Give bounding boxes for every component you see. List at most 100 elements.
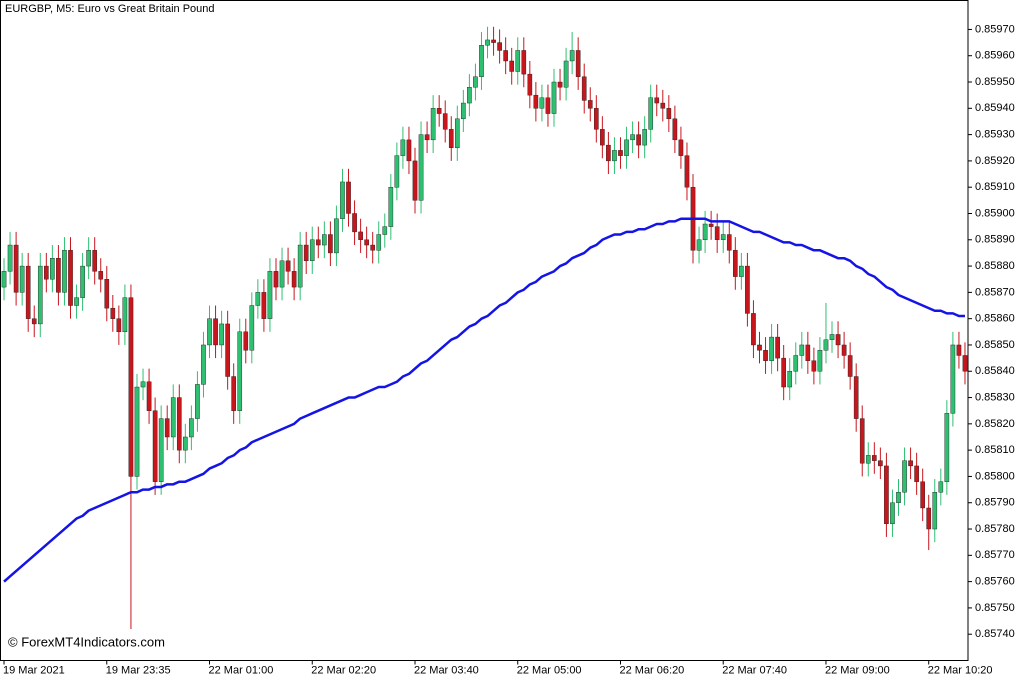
candle-body	[878, 460, 883, 467]
candle-body	[606, 144, 611, 162]
candle-body	[781, 357, 786, 388]
candle-body	[926, 507, 932, 530]
candle-body	[273, 271, 279, 288]
y-tick-label: 0.85960	[975, 50, 1015, 62]
candle-body	[618, 150, 623, 156]
candle-body	[563, 60, 569, 88]
candle-body	[358, 231, 363, 240]
y-tick-label: 0.85830	[975, 391, 1015, 403]
candle-body	[110, 307, 116, 319]
candle-body	[636, 134, 641, 146]
candle-body	[352, 213, 357, 233]
candle-body	[418, 134, 424, 201]
candle-body	[521, 50, 527, 75]
x-tick-label: 22 Mar 05:00	[517, 664, 582, 676]
candle-body	[195, 384, 200, 419]
candle-body	[835, 334, 841, 346]
candle-body	[811, 360, 817, 372]
candle-body	[388, 186, 394, 227]
y-tick-label: 0.85780	[975, 523, 1015, 535]
candle-body	[19, 265, 25, 293]
candle-body	[134, 386, 140, 477]
candle-body	[805, 344, 811, 361]
candle-body	[309, 239, 315, 262]
candle-body	[660, 102, 666, 109]
candle-body	[612, 150, 617, 162]
candle-body	[424, 134, 430, 141]
candle-body	[346, 181, 351, 214]
candle-body	[340, 181, 345, 219]
y-tick-label: 0.85870	[975, 286, 1015, 298]
candle-body	[859, 418, 865, 464]
candle-body	[249, 305, 255, 351]
candle-body	[219, 323, 224, 346]
candle-body	[714, 226, 720, 240]
candle-body	[763, 350, 768, 361]
candle-body	[872, 455, 877, 461]
candle-body	[739, 265, 744, 277]
candle-body	[50, 257, 55, 280]
x-tick-label: 22 Mar 07:40	[722, 664, 787, 676]
candle-body	[962, 355, 968, 372]
candle-body	[128, 297, 134, 477]
candle-body	[370, 244, 376, 251]
candle-body	[322, 234, 327, 246]
candle-body	[213, 318, 218, 346]
candle-body	[261, 292, 267, 319]
candle-body	[98, 271, 104, 280]
candle-body	[884, 465, 889, 524]
candle-body	[799, 344, 805, 356]
candle-body	[303, 244, 309, 262]
candle-body	[158, 418, 164, 482]
watermark: © ForexMT4Indicators.com	[8, 634, 165, 649]
candle-body	[890, 502, 895, 524]
candle-body	[708, 223, 714, 227]
candle-body	[454, 118, 460, 148]
x-tick-label: 19 Mar 23:35	[106, 664, 171, 676]
candle-body	[376, 234, 382, 251]
candle-body	[146, 381, 152, 411]
candle-body	[183, 436, 188, 451]
candle-body	[56, 257, 61, 293]
candle-body	[841, 344, 847, 356]
candle-body	[944, 413, 950, 482]
plot-frame	[0, 0, 969, 661]
y-tick-label: 0.85800	[975, 470, 1015, 482]
candle-body	[527, 73, 533, 96]
candle-body	[315, 239, 321, 246]
x-tick-label: 22 Mar 01:00	[209, 664, 274, 676]
candle-body	[479, 45, 484, 77]
candle-body	[80, 265, 85, 298]
candle-body	[297, 244, 303, 288]
candle-body	[847, 355, 853, 377]
candle-body	[170, 397, 176, 438]
candle-body	[364, 239, 369, 246]
candle-body	[285, 260, 291, 272]
candle-body	[720, 234, 726, 240]
candle-body	[581, 76, 587, 101]
y-tick-label: 0.85910	[975, 181, 1015, 193]
y-tick-label: 0.85790	[975, 497, 1015, 509]
candle-body	[575, 50, 581, 77]
candle-body	[25, 265, 31, 319]
y-tick-label: 0.85890	[975, 234, 1015, 246]
candle-body	[62, 250, 67, 293]
candle-body	[231, 376, 236, 411]
candle-body	[642, 129, 647, 146]
x-tick-label: 22 Mar 09:00	[825, 664, 890, 676]
candle-body	[751, 313, 756, 346]
candle-body	[920, 481, 925, 509]
candle-body	[630, 134, 635, 141]
candle-body	[491, 39, 496, 43]
candle-body	[551, 81, 557, 114]
x-tick-label: 22 Mar 02:20	[311, 664, 376, 676]
y-tick-label: 0.85850	[975, 339, 1015, 351]
candle-body	[726, 234, 732, 251]
candle-body	[328, 234, 333, 254]
y-tick-label: 0.85740	[975, 628, 1015, 640]
y-tick-label: 0.85900	[975, 207, 1015, 219]
candle-body	[509, 60, 515, 72]
x-tick-label: 22 Mar 10:20	[928, 664, 993, 676]
